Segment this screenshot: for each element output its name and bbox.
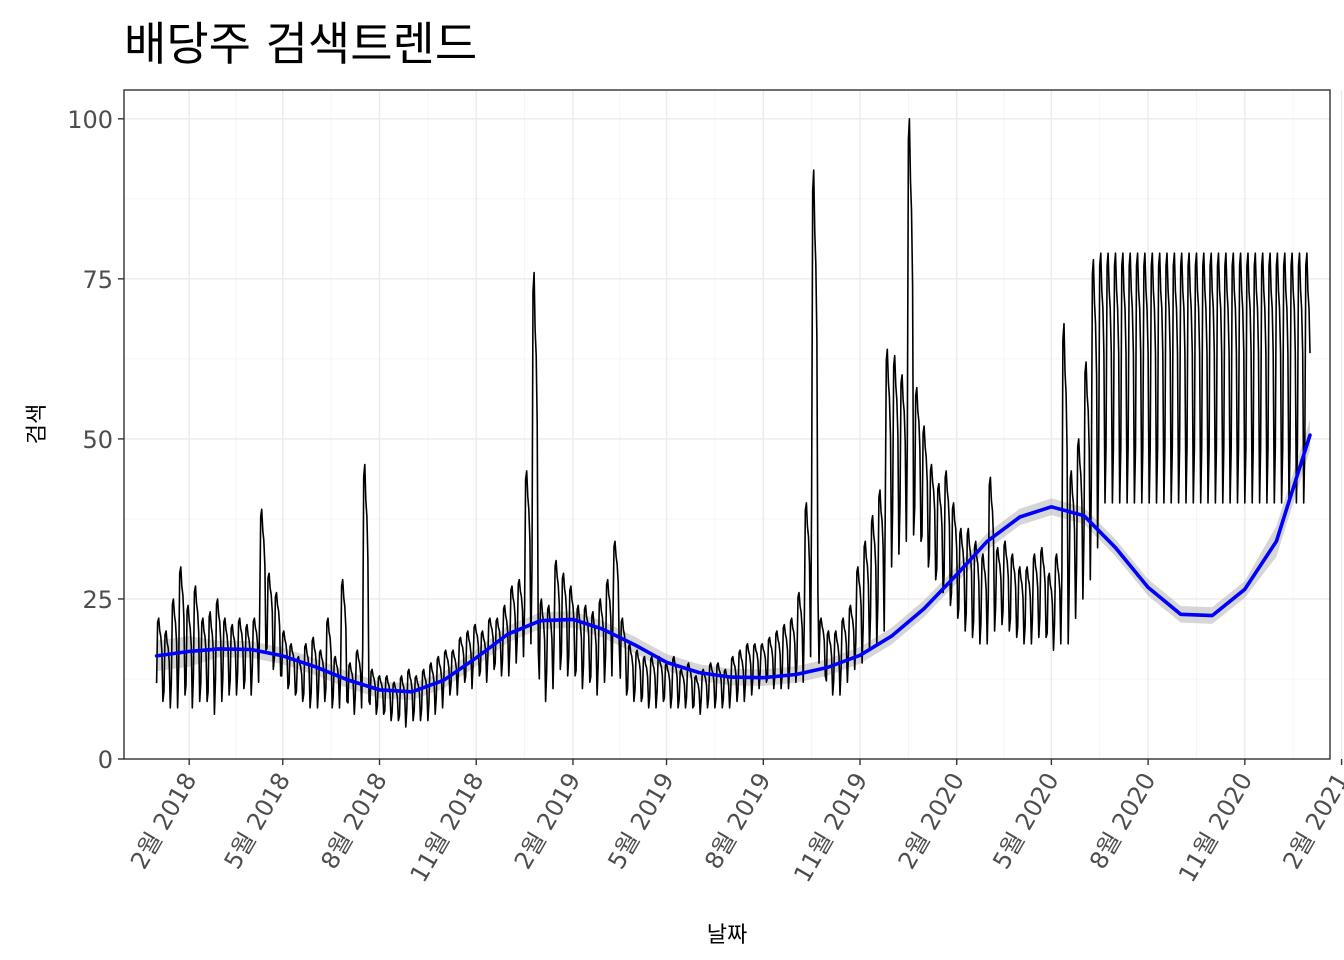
x-tick-label: 5월 2018 bbox=[219, 768, 296, 874]
x-tick-label: 2월 2018 bbox=[125, 768, 202, 874]
y-tick-label: 50 bbox=[82, 426, 113, 454]
x-tick-label: 11월 2020 bbox=[1173, 768, 1258, 887]
x-tick-label: 11월 2018 bbox=[405, 768, 490, 887]
x-tick-label: 8월 2019 bbox=[699, 768, 776, 874]
x-axis-title: 날짜 bbox=[707, 923, 747, 948]
y-tick-label: 100 bbox=[67, 106, 113, 134]
y-axis: 0 25 50 75 100 bbox=[67, 106, 124, 774]
x-axis: 2월 2018 5월 2018 8월 2018 11월 2018 2월 2019 5월 2… bbox=[125, 759, 1344, 887]
chart-title: 배당주 검색트렌드 bbox=[124, 17, 477, 71]
y-tick-label: 0 bbox=[98, 746, 113, 774]
x-tick-label: 5월 2019 bbox=[602, 768, 679, 874]
x-tick-label: 2월 2019 bbox=[509, 768, 586, 874]
x-tick-label: 11월 2019 bbox=[788, 768, 873, 887]
x-tick-label: 5월 2020 bbox=[987, 768, 1064, 874]
x-tick-label: 2월 2021 bbox=[1277, 768, 1344, 874]
x-tick-label: 8월 2018 bbox=[315, 768, 392, 874]
x-tick-label: 2월 2020 bbox=[893, 768, 970, 874]
x-tick-label: 8월 2020 bbox=[1084, 768, 1161, 874]
y-tick-label: 75 bbox=[82, 266, 113, 294]
y-axis-title: 검색 bbox=[25, 404, 50, 444]
y-tick-label: 25 bbox=[82, 586, 113, 614]
